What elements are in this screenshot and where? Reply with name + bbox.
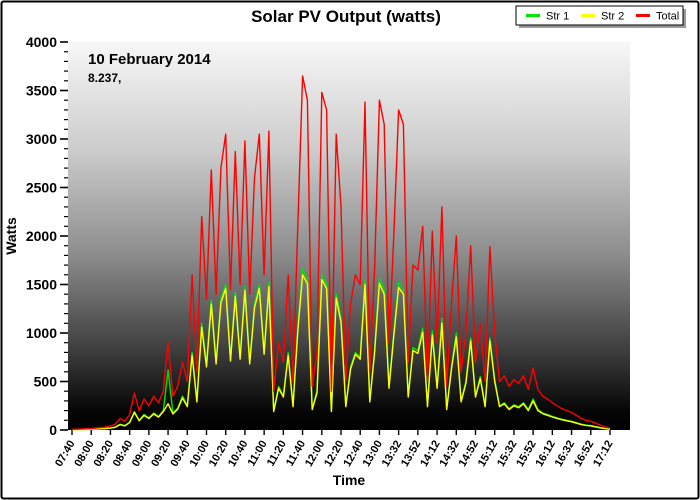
legend-box: [515, 5, 684, 26]
series-line-total: [71, 75, 611, 431]
y-tick-label: 3500: [26, 83, 57, 99]
y-tick-label: 2000: [26, 228, 57, 244]
y-tick-label: 4000: [26, 34, 57, 50]
legend-label-str1: Str 1: [546, 11, 569, 23]
y-tick-label: 1500: [26, 277, 57, 293]
y-tick-label: 3000: [26, 131, 57, 147]
series-line-str-2: [71, 274, 611, 431]
y-tick-label: 0: [49, 422, 57, 438]
x-axis-title: Time: [333, 472, 366, 488]
y-tick-label: 1000: [26, 325, 57, 341]
chart-title: Solar PV Output (watts): [251, 7, 441, 26]
y-tick-label: 2500: [26, 180, 57, 196]
y-tick-label: 500: [34, 374, 58, 390]
y-axis-title: Watts: [3, 217, 19, 255]
series-lines: [71, 75, 611, 431]
annotation-value: 8.237,: [88, 71, 121, 85]
legend-label-str2: Str 2: [601, 11, 624, 23]
plot-area: [68, 42, 630, 430]
y-axis-ticks: 0 500 1000 1500 2000 2500 3000 3500 4000: [26, 34, 68, 438]
legend-label-total: Total: [656, 11, 679, 23]
legend: Str 1 Str 2 Total: [515, 5, 686, 28]
annotation-date: 10 February 2014: [88, 51, 211, 68]
